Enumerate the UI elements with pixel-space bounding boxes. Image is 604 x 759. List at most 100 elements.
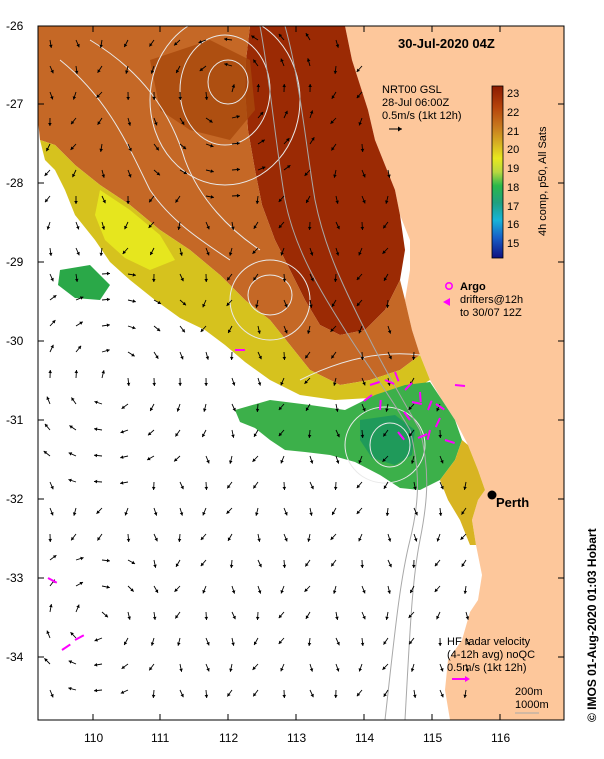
current-vector-head xyxy=(154,537,158,542)
lat-tick-label: -34 xyxy=(6,650,24,664)
current-vector-head xyxy=(224,37,228,42)
current-vector-head xyxy=(383,277,388,281)
current-vector-head xyxy=(280,667,284,672)
current-vector-head xyxy=(180,277,184,282)
map-frame xyxy=(37,25,565,721)
current-vector-head xyxy=(333,174,337,178)
current-vector-head xyxy=(228,252,233,256)
current-vector-head xyxy=(154,589,159,593)
current-vector-head xyxy=(52,295,57,299)
current-vector-head xyxy=(333,590,337,594)
current-vector-head xyxy=(440,693,444,698)
current-vector-head xyxy=(335,616,339,620)
current-vector-head xyxy=(178,96,182,100)
current-vector-head xyxy=(128,147,132,152)
current-vector-head xyxy=(209,119,213,123)
current-vector-head xyxy=(50,69,54,74)
argo-drifter-tracks xyxy=(47,349,466,651)
current-vector-head xyxy=(227,693,231,697)
colorbar-tick: 19 xyxy=(507,163,519,175)
current-vector-head xyxy=(436,538,440,542)
drifter-track xyxy=(397,431,405,441)
current-vector-head xyxy=(101,174,105,178)
current-vector-head xyxy=(231,84,236,88)
current-vector-head xyxy=(71,120,75,125)
argo-float-icon xyxy=(444,281,453,290)
current-vector-head xyxy=(72,96,77,100)
current-vector-head xyxy=(331,303,335,307)
current-vector-head xyxy=(460,536,464,540)
credit-label: © IMOS 01-Aug-2020 01:03 Hobart xyxy=(585,528,599,722)
current-vector-head xyxy=(126,538,131,542)
current-vector-head xyxy=(70,632,74,636)
current-vector-head xyxy=(174,588,178,592)
current-vector-head xyxy=(253,277,257,281)
current-vector-head xyxy=(409,432,413,437)
current-vector-head xyxy=(410,589,414,594)
sst-coastal-strip xyxy=(440,440,485,545)
current-vector-head xyxy=(383,485,387,489)
lat-tick-label: -26 xyxy=(6,19,24,33)
scale-arrow-icon xyxy=(398,126,402,132)
current-vector-head xyxy=(96,94,100,98)
current-vector-head xyxy=(106,585,110,589)
current-vector-head xyxy=(152,96,156,100)
current-vector-head xyxy=(106,271,110,276)
current-vector-head xyxy=(333,382,337,386)
current-vector-head xyxy=(306,199,310,203)
current-vector-head xyxy=(200,562,205,567)
current-vector-head xyxy=(259,111,264,116)
current-vector-head xyxy=(156,327,161,332)
argo-legend-title: Argo xyxy=(460,281,486,293)
current-vector-head xyxy=(228,329,232,333)
sst-warm-core xyxy=(245,26,405,335)
current-vector-head xyxy=(121,665,126,669)
current-vector-head xyxy=(46,226,51,230)
current-vector-head xyxy=(305,33,309,37)
current-vector-head xyxy=(182,301,186,306)
current-vector-head xyxy=(331,147,335,151)
current-vector-head xyxy=(131,560,135,564)
current-vector-head xyxy=(44,172,48,176)
current-vector-head xyxy=(305,615,309,619)
current-vector-head xyxy=(282,356,287,360)
current-vector-head xyxy=(408,406,412,410)
depth-legend: 200m 1000m xyxy=(515,686,549,714)
current-vector-head xyxy=(284,537,288,542)
current-vector-head xyxy=(411,356,416,360)
current-vector-head xyxy=(202,433,206,438)
current-vector-head xyxy=(408,614,412,618)
lat-tick-label: -33 xyxy=(6,571,24,585)
current-vector-head xyxy=(461,563,465,567)
current-vector-head xyxy=(310,693,314,698)
current-vector-head xyxy=(255,616,260,620)
current-vector-head xyxy=(257,590,262,594)
current-vector-head xyxy=(358,122,362,126)
drifter-arrow-icon xyxy=(443,298,450,306)
current-vector-head xyxy=(252,458,256,462)
current-vector-head xyxy=(280,252,284,256)
hf-legend-line1: HF radar velocity xyxy=(447,636,531,648)
current-vector-head xyxy=(49,44,53,48)
colorbar-tick: 17 xyxy=(507,201,519,213)
current-vector-head xyxy=(74,201,78,204)
current-vector-head xyxy=(310,277,314,282)
current-vector-head xyxy=(48,538,52,542)
current-vector-head xyxy=(153,512,158,516)
current-vector-head xyxy=(382,458,386,462)
current-vector-head xyxy=(305,354,309,359)
current-vector-head xyxy=(309,304,313,308)
current-vector-head xyxy=(102,199,106,204)
current-vector-head xyxy=(182,145,187,150)
current-vector-head xyxy=(440,460,444,464)
current-vector-head xyxy=(278,614,283,619)
current-vector-head xyxy=(94,427,98,431)
current-vector-head xyxy=(126,97,130,100)
current-vector-head xyxy=(382,250,386,254)
current-vector-head xyxy=(152,616,157,620)
current-vector-head xyxy=(132,273,136,277)
current-vector-head xyxy=(120,481,124,485)
current-vector-head xyxy=(97,121,101,125)
current-vector-head xyxy=(282,564,287,568)
drifter-track xyxy=(404,382,413,391)
